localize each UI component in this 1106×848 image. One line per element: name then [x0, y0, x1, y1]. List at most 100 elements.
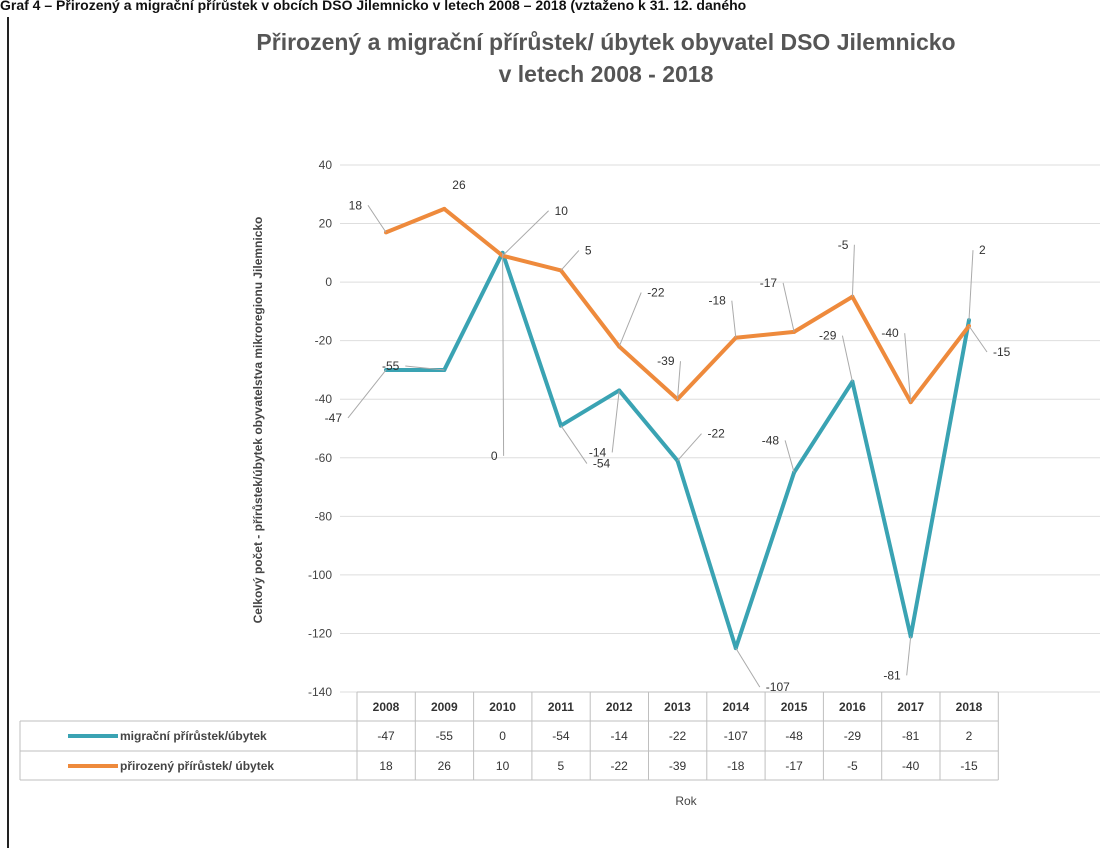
- table-cell: -5: [847, 759, 858, 773]
- table-cell: -22: [669, 729, 687, 743]
- label-leader-line: [968, 250, 974, 321]
- data-label: -18: [708, 294, 726, 308]
- data-labels: -47 -55 0 -54-14 -22 -107 -48 -29 -81 2 18 26 10 5 -22…: [325, 178, 1011, 694]
- label-leader-line: [502, 210, 549, 257]
- table-cell: -29: [844, 729, 862, 743]
- table-cell: -17: [785, 759, 803, 773]
- table-cell: 26: [438, 759, 452, 773]
- table-cell: -14: [611, 729, 629, 743]
- table-cell: -18: [727, 759, 745, 773]
- table-cell: 2: [966, 729, 973, 743]
- label-leader-line: [677, 361, 681, 400]
- label-leader-line: [611, 390, 620, 453]
- label-leader-line: [782, 282, 795, 332]
- table-year-header: 2016: [839, 700, 866, 714]
- data-label: -55: [382, 359, 400, 373]
- y-axis-label: Celkový počet - přírůstek/úbytek obyvate…: [251, 217, 265, 624]
- y-tick-label: -140: [308, 685, 332, 699]
- label-leader-line: [367, 205, 387, 233]
- label-leader-line: [502, 252, 505, 456]
- frame-left-border: [7, 17, 9, 848]
- label-leader-line: [560, 425, 588, 464]
- table-cell: -81: [902, 729, 920, 743]
- table-year-header: 2015: [781, 700, 808, 714]
- figure-caption: Graf 4 – Přirozený a migrační přírůstek …: [0, 0, 747, 13]
- table-cell: -22: [611, 759, 629, 773]
- data-label: 18: [349, 198, 363, 212]
- x-axis-label: Rok: [675, 794, 697, 808]
- data-label: -107: [766, 680, 790, 694]
- legend-label: migrační přírůstek/úbytek: [120, 729, 267, 743]
- label-leader-line: [731, 300, 737, 338]
- data-label: -17: [760, 276, 778, 290]
- label-leader-line: [904, 333, 912, 403]
- chart-title-line-2: v letech 2008 - 2018: [499, 61, 714, 87]
- label-leader-line: [968, 325, 988, 353]
- data-label: -22: [647, 286, 665, 300]
- label-leader-line: [560, 250, 580, 271]
- data-label: -48: [762, 433, 780, 447]
- table-year-header: 2009: [431, 700, 458, 714]
- data-label: -29: [819, 329, 837, 343]
- table-cell: 5: [558, 759, 565, 773]
- data-label: -81: [883, 668, 901, 682]
- data-label: 26: [452, 178, 466, 192]
- label-leader-line: [735, 647, 761, 688]
- table-cell: -48: [785, 729, 803, 743]
- table-year-header: 2014: [722, 700, 749, 714]
- table-year-header: 2011: [548, 700, 574, 714]
- y-tick-label: 0: [325, 275, 332, 289]
- data-label: -39: [657, 354, 675, 368]
- y-tick-label: -40: [315, 392, 333, 406]
- table-year-header: 2017: [897, 700, 924, 714]
- label-leader-line: [906, 636, 912, 676]
- y-tick-label: 20: [319, 217, 333, 231]
- series-line-natural: [385, 206, 971, 405]
- label-leader-line: [618, 292, 642, 347]
- label-leader-line: [677, 433, 702, 462]
- series-lines: [384, 206, 971, 651]
- table-cell: 0: [499, 729, 506, 743]
- y-tick-label: -80: [315, 509, 333, 523]
- data-label: -14: [589, 445, 607, 459]
- data-label: 2: [979, 243, 986, 257]
- table-cell: -40: [902, 759, 920, 773]
- chart-title-line-1: Přirozený a migrační přírůstek/ úbytek o…: [256, 29, 955, 55]
- table-year-header: 2013: [664, 700, 691, 714]
- data-label: -54: [593, 457, 611, 471]
- y-tick-label: 40: [319, 158, 333, 172]
- y-tick-label: -120: [308, 626, 332, 640]
- data-label: 10: [555, 204, 569, 218]
- data-point: [442, 206, 447, 211]
- data-label: -15: [993, 345, 1011, 359]
- data-label: -22: [708, 427, 726, 441]
- table-cell: -15: [960, 759, 978, 773]
- table-cell: -54: [552, 729, 570, 743]
- table-year-header: 2018: [956, 700, 983, 714]
- legend-label: přirozený přírůstek/ úbytek: [120, 759, 274, 773]
- data-table: 2008 2009 2010 2011 2012 2013 2014 2015 2016 2017…: [19, 691, 999, 781]
- table-cell: 18: [379, 759, 393, 773]
- data-label: 5: [585, 243, 592, 257]
- data-label: -40: [881, 326, 899, 340]
- series-line-migration: [386, 250, 971, 651]
- table-cell: 10: [496, 759, 510, 773]
- label-leader-line: [851, 244, 855, 297]
- table-year-header: 2008: [373, 700, 400, 714]
- data-label: -47: [325, 411, 343, 425]
- label-leader-line: [784, 440, 795, 473]
- table-cell: -47: [377, 729, 395, 743]
- data-label: -5: [838, 238, 849, 252]
- data-label: 0: [491, 449, 498, 463]
- table-year-header: 2010: [489, 700, 516, 714]
- y-tick-label: -60: [315, 451, 333, 465]
- chart-title: Přirozený a migrační přírůstek/ úbytek o…: [256, 29, 955, 87]
- y-tick-label: -100: [308, 568, 332, 582]
- table-year-header: 2012: [606, 700, 633, 714]
- table-cell: -55: [436, 729, 454, 743]
- y-axis-ticks: 40 20 0 -20 -40 -60 -80 -100 -120 -140: [308, 158, 332, 699]
- label-leader-line: [347, 369, 387, 419]
- table-cell: -107: [724, 729, 748, 743]
- label-leader-line: [405, 365, 445, 371]
- label-leader-line: [841, 335, 853, 382]
